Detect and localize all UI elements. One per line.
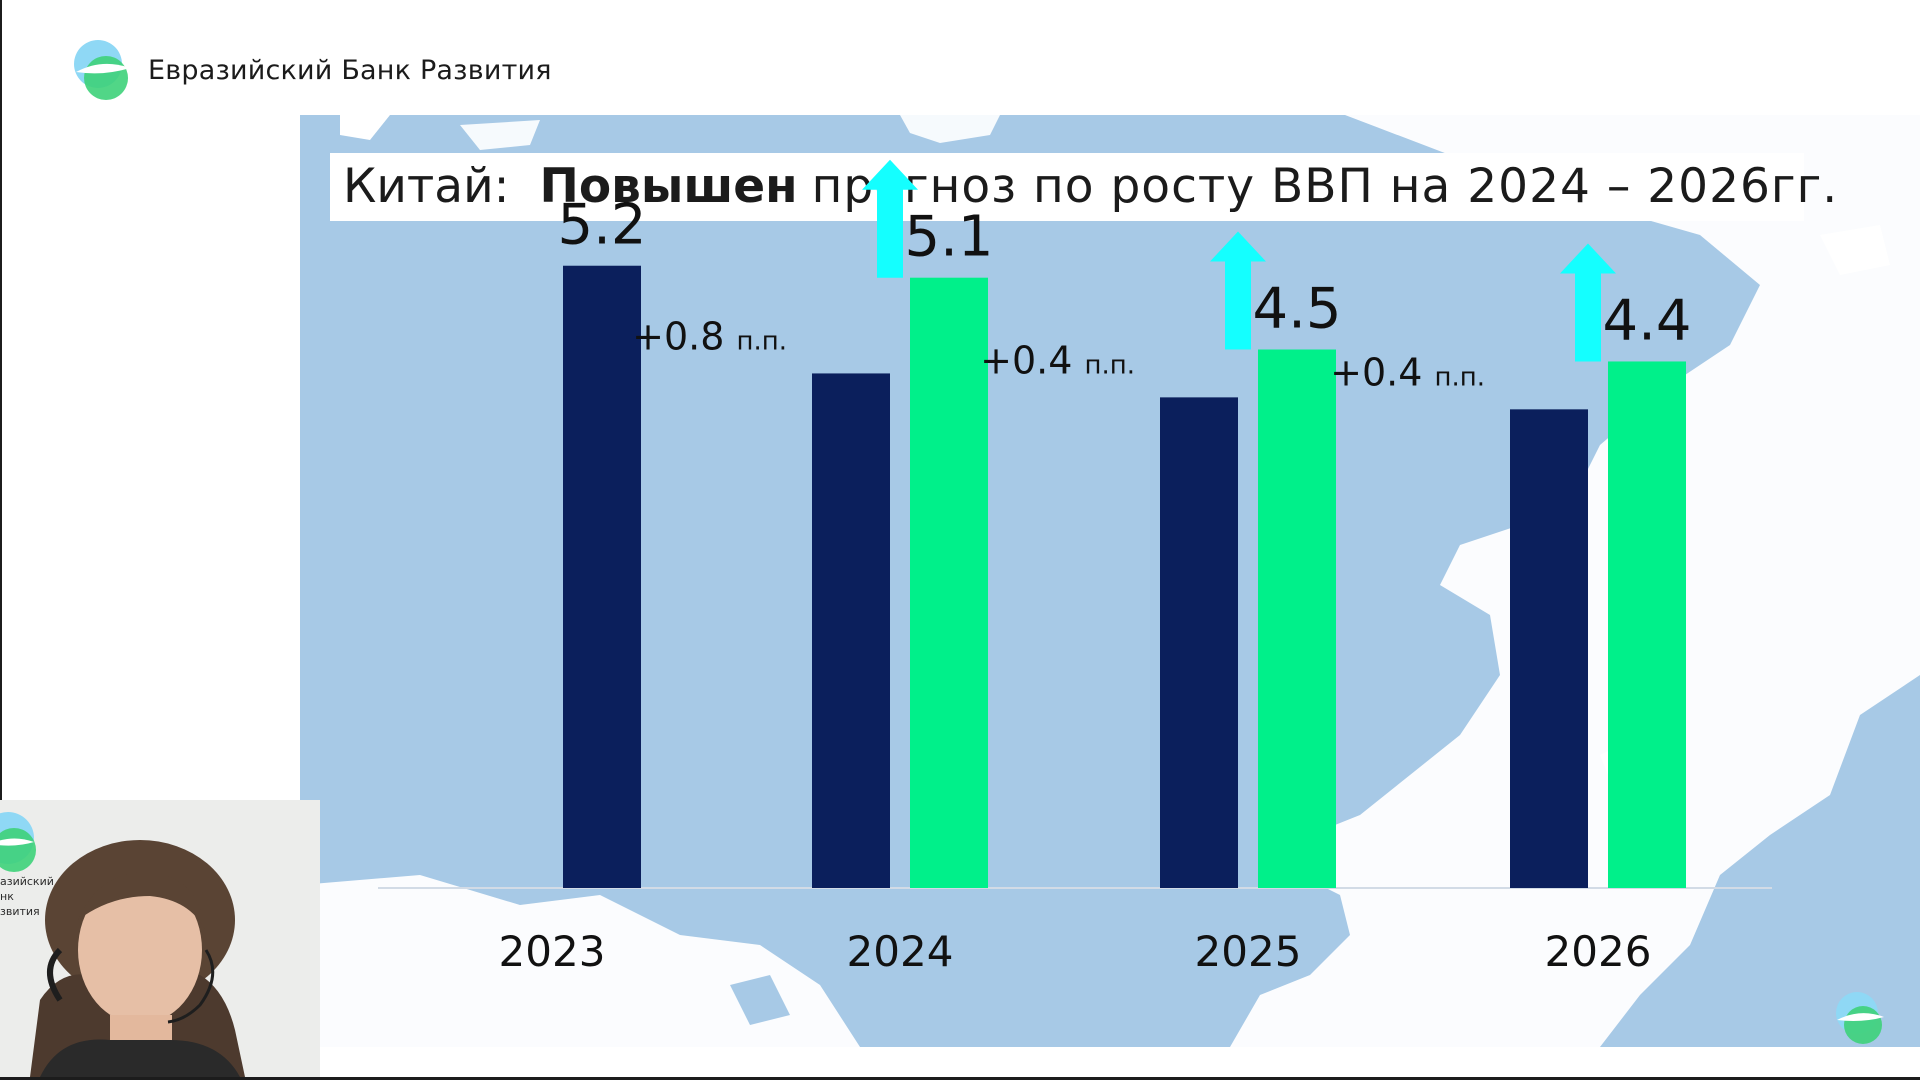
bar-2025-s2	[1258, 349, 1336, 888]
up-arrow-icon	[862, 159, 918, 278]
x-tick-2025: 2025	[1195, 927, 1302, 976]
data-label-2024: 5.1	[904, 205, 993, 270]
x-tick-2026: 2026	[1545, 927, 1652, 976]
eadb-logo-icon	[74, 40, 130, 100]
data-label-2026: 4.4	[1602, 288, 1691, 353]
brand-name: Евразийский Банк Развития	[148, 54, 552, 86]
title-rest: прогноз по росту ВВП на 2024 – 2026гг.	[811, 159, 1839, 214]
title-country: Китай:	[343, 159, 510, 214]
presenter-video	[0, 800, 320, 1077]
webcam-overlay: азийский нк звития	[0, 800, 320, 1077]
window-bottom-border	[0, 1077, 1920, 1080]
bar-2023-s1	[563, 265, 641, 888]
webcam-brand-badge: азийский нк звития	[0, 875, 54, 918]
slide-title: Китай: Повышен прогноз по росту ВВП на 202…	[330, 153, 1837, 221]
up-arrow-icon	[1560, 243, 1616, 362]
bar-2025-s1	[1160, 397, 1238, 888]
corner-logo-icon	[1836, 992, 1884, 1044]
bar-2026-s1	[1510, 409, 1588, 888]
data-label-2025: 4.5	[1252, 277, 1341, 342]
change-label-2025: +0.4 п.п.	[980, 338, 1135, 382]
x-tick-2023: 2023	[499, 927, 606, 976]
window-left-border	[0, 0, 2, 1080]
change-label-2026: +0.4 п.п.	[1330, 350, 1485, 394]
bar-2026-s2	[1608, 361, 1686, 888]
title-emphasis: Повышен	[539, 159, 798, 214]
x-tick-2024: 2024	[847, 927, 954, 976]
data-label-2023: 5.2	[557, 193, 646, 258]
up-arrow-icon	[1210, 231, 1266, 350]
change-label-2024: +0.8 п.п.	[632, 314, 787, 358]
bar-2024-s2	[910, 277, 988, 888]
bar-2024-s1	[812, 373, 890, 888]
brand-header: Евразийский Банк Развития	[70, 38, 552, 102]
